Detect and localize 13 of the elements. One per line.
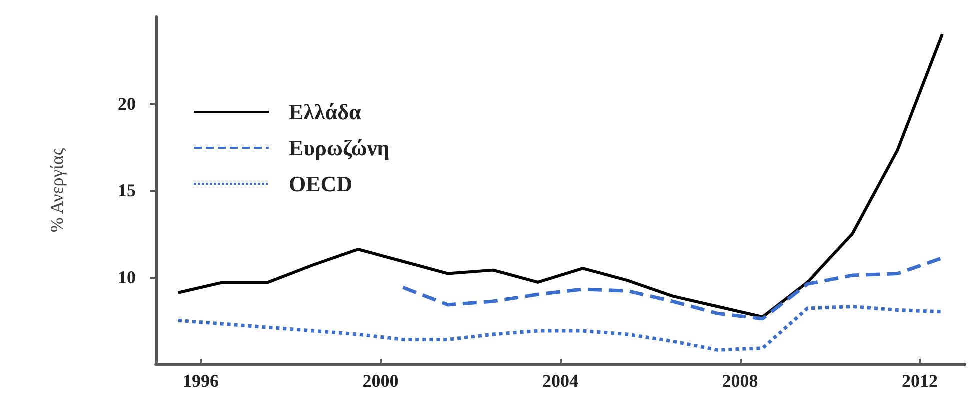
legend-label: Ελλάδα	[289, 100, 362, 124]
legend-label: OECD	[289, 172, 353, 196]
legend-label: Ευρωζώνη	[289, 136, 390, 160]
y-axis-title: % Ανεργίας	[47, 148, 67, 233]
line-series	[176, 32, 944, 319]
x-tick-label: 2008	[722, 371, 758, 391]
y-tick-label: 15	[118, 180, 136, 200]
y-tick-label: 10	[118, 267, 136, 288]
x-tick-label: 1996	[182, 371, 219, 391]
x-tick-label: 2000	[362, 371, 399, 391]
x-tick-label: 2012	[902, 371, 938, 391]
y-tick-label: 20	[118, 94, 136, 114]
x-tick-label: 2004	[542, 371, 578, 391]
